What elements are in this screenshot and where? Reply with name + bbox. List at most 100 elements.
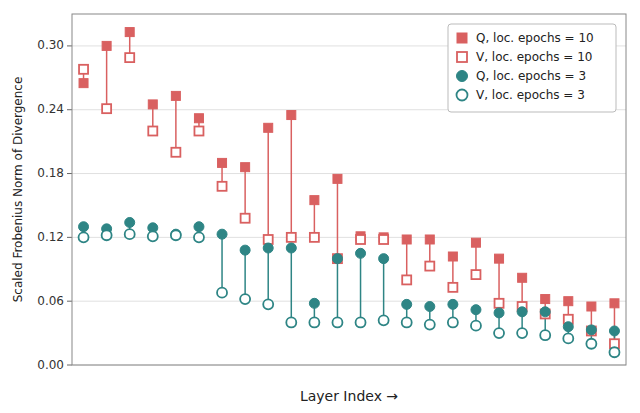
y-tick-label: 0.06 — [37, 294, 64, 308]
connector — [175, 96, 177, 152]
y-tick — [67, 237, 72, 238]
point — [286, 243, 296, 253]
point — [356, 317, 366, 327]
point — [125, 217, 135, 227]
legend-marker — [457, 52, 467, 62]
point — [171, 230, 181, 240]
connector — [337, 259, 339, 323]
point — [425, 302, 435, 312]
series-2 — [79, 217, 620, 335]
point — [148, 100, 157, 109]
point — [125, 28, 134, 37]
point — [586, 325, 596, 335]
point — [194, 232, 204, 242]
legend-marker — [457, 90, 468, 101]
point — [79, 65, 88, 74]
point — [241, 214, 250, 223]
y-tick — [67, 173, 72, 174]
point — [494, 308, 504, 318]
point — [263, 243, 273, 253]
connector — [360, 253, 362, 322]
point — [471, 305, 481, 315]
legend-label: V, loc. epochs = 10 — [476, 50, 593, 64]
connector — [221, 234, 223, 293]
point — [402, 275, 411, 284]
point — [541, 295, 550, 304]
y-tick-label: 0.18 — [37, 166, 64, 180]
point — [610, 299, 619, 308]
point — [356, 235, 365, 244]
chart-container: 0.000.060.120.180.240.30Layer Index →Sca… — [0, 0, 640, 413]
point — [379, 254, 389, 264]
point — [471, 321, 481, 331]
point — [448, 283, 457, 292]
point — [310, 196, 319, 205]
point — [425, 262, 434, 271]
y-tick-label: 0.00 — [37, 358, 64, 372]
legend-marker — [457, 71, 468, 82]
y-tick-label: 0.12 — [37, 230, 64, 244]
point — [448, 299, 458, 309]
point — [194, 222, 204, 232]
grid-line — [72, 173, 626, 174]
point — [310, 233, 319, 242]
legend-label: V, loc. epochs = 3 — [476, 88, 585, 102]
y-axis: 0.000.060.120.180.240.30 — [37, 38, 626, 371]
point — [402, 235, 411, 244]
point — [79, 79, 88, 88]
connector — [337, 179, 339, 259]
connector — [383, 259, 385, 321]
point — [379, 235, 388, 244]
series-3 — [79, 229, 620, 357]
point — [241, 163, 250, 172]
point — [217, 288, 227, 298]
point — [425, 235, 434, 244]
point — [517, 328, 527, 338]
point — [540, 330, 550, 340]
point — [240, 245, 250, 255]
point — [494, 328, 504, 338]
point — [402, 317, 412, 327]
point — [518, 273, 527, 282]
connector — [106, 46, 108, 109]
connector — [291, 115, 293, 237]
point — [356, 248, 366, 258]
connector — [244, 167, 246, 218]
point — [102, 104, 111, 113]
legend-box — [448, 24, 616, 112]
point — [194, 127, 203, 136]
chart-svg: 0.000.060.120.180.240.30Layer Index →Sca… — [0, 0, 640, 413]
point — [309, 298, 319, 308]
point — [379, 315, 389, 325]
legend: Q, loc. epochs = 10V, loc. epochs = 10Q,… — [448, 24, 616, 112]
legend-marker — [457, 33, 467, 43]
point — [264, 123, 273, 132]
point — [540, 307, 550, 317]
point — [609, 326, 619, 336]
point — [218, 182, 227, 191]
point — [563, 333, 573, 343]
point — [425, 320, 435, 330]
data-group — [79, 28, 620, 358]
y-axis-label: Scaled Frobenius Norm of Divergence — [11, 77, 25, 303]
point — [471, 270, 480, 279]
point — [333, 254, 342, 263]
connector — [498, 259, 500, 304]
plot-background — [72, 14, 626, 365]
y-tick-label: 0.30 — [37, 38, 64, 52]
point — [563, 322, 573, 332]
point — [609, 347, 619, 357]
point — [79, 222, 89, 232]
point — [102, 41, 111, 50]
point — [240, 294, 250, 304]
connector — [244, 250, 246, 299]
connector — [314, 200, 316, 237]
series-0 — [79, 28, 619, 311]
point — [448, 252, 457, 261]
point — [332, 254, 342, 264]
point — [471, 238, 480, 247]
point — [586, 339, 596, 349]
point — [517, 307, 527, 317]
point — [332, 317, 342, 327]
point — [102, 230, 112, 240]
